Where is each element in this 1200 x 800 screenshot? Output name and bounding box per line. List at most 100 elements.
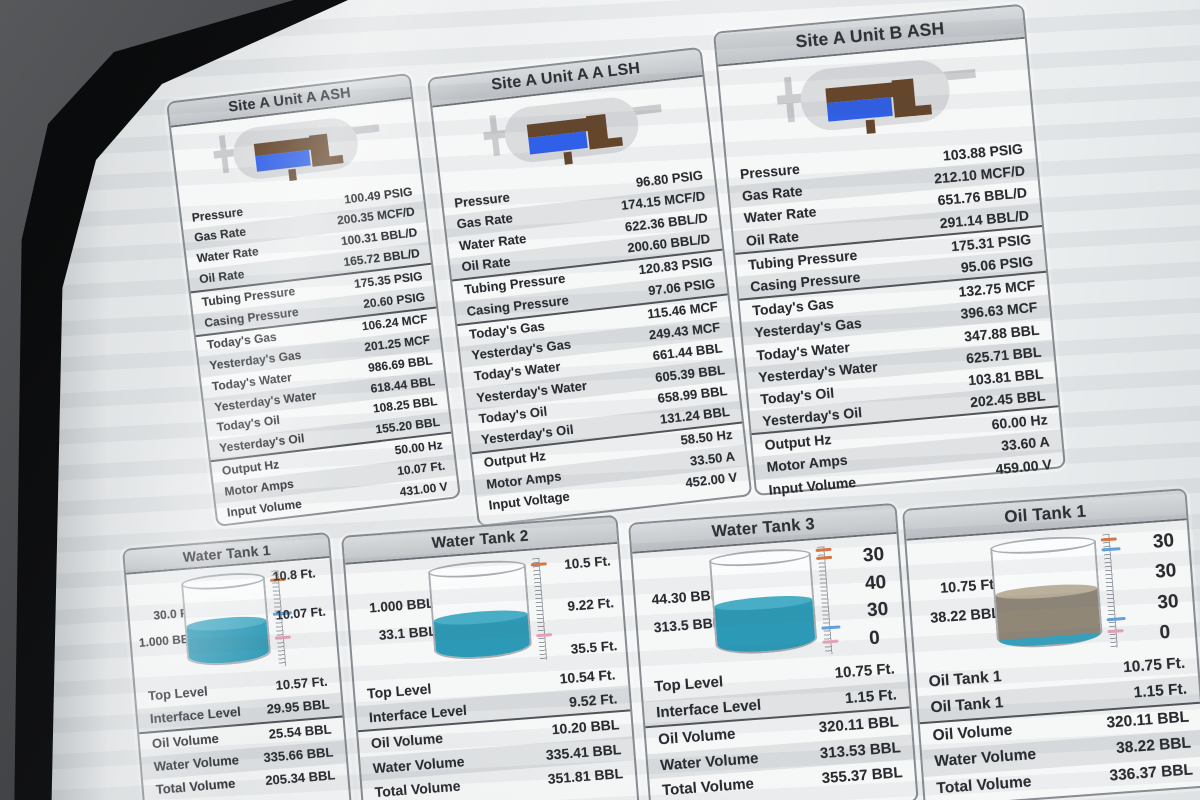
row-value: 320.11 BBL: [818, 713, 900, 737]
tank-figure: 30.0 Ft. 1.000 BBL 10.8 Ft. 10.07 Ft.: [126, 558, 338, 686]
row-value: 10.57 Ft.: [275, 673, 329, 693]
tank-right-labels: 30 30 30 0: [1152, 530, 1181, 644]
row-value: 351.81 BBL: [547, 764, 624, 787]
well-panel-site-a-unit-b-ash[interactable]: Site A Unit B ASH Pressure 103.88 PSIG G…: [713, 3, 1066, 497]
row-label: Oil Rate: [198, 266, 246, 287]
gauge-label: 30: [1156, 590, 1180, 614]
tank-liquid: [995, 587, 1101, 649]
separator-vessel-graphic: [777, 60, 977, 134]
row-value: 459.00 V: [994, 455, 1053, 477]
metrics-table: Pressure 100.49 PSIG Gas Rate 200.35 MCF…: [181, 180, 459, 524]
setpoint-marker: [821, 625, 841, 630]
level-gauge-ruler: [1100, 533, 1126, 649]
setpoint-marker: [1107, 629, 1124, 634]
tank-left-labels: 44.30 BBL 313.5 BBL: [639, 586, 722, 636]
gauge-label: 10.5 Ft.: [563, 553, 612, 572]
metrics-table: Top Level 10.54 Ft. Interface Level 9.52…: [354, 661, 636, 800]
level-gauge-ruler: [815, 545, 841, 655]
tank-panel-water-tank-3[interactable]: Water Tank 3 44.30 BBL 313.5 BBL 30 40 30 0 …: [628, 502, 919, 800]
row-label: Top Level: [366, 680, 432, 702]
setpoint-marker: [1100, 537, 1117, 542]
row-value: 29.95 BBL: [266, 696, 331, 717]
row-label: Oil Volume: [657, 725, 736, 749]
setpoint-marker: [816, 555, 833, 560]
tank-panel-oil-tank-1[interactable]: Oil Tank 1 10.75 Ft. 38.22 BBL 30 30 30 0 Oi…: [902, 488, 1200, 800]
level-gauge-ruler: [531, 557, 555, 661]
tank-panel-water-tank-1[interactable]: Water Tank 1 30.0 Ft. 1.000 BBL 10.8 Ft. 1…: [122, 531, 354, 800]
tank-graphic: [708, 545, 841, 663]
gauge-label: 30: [862, 543, 885, 567]
row-label: Oil Volume: [370, 730, 444, 752]
tank-graphic: [989, 533, 1126, 656]
tank-left-labels: 1.000 BBL 33.1 BBL: [352, 595, 437, 644]
row-value: 335.66 BBL: [262, 744, 334, 765]
setpoint-marker: [531, 562, 548, 567]
gauge-label: 0: [1158, 621, 1171, 644]
gauge-label: 35.5 Ft.: [570, 637, 618, 657]
setpoint-marker: [1101, 547, 1121, 552]
metrics-table: Pressure 96.80 PSIG Gas Rate 174.15 MCF/…: [442, 164, 749, 518]
row-label: Total Volume: [935, 772, 1032, 797]
gauge-label: 10.75 Ft.: [939, 576, 999, 597]
tank-figure: 44.30 BBL 313.5 BBL 30 40 30 0: [632, 534, 905, 676]
tank-left-labels: 10.75 Ft. 38.22 BBL: [914, 576, 1001, 627]
row-label: Total Volume: [661, 775, 755, 800]
row-label: Oil Rate: [745, 227, 800, 249]
gauge-label: 38.22 BBL: [929, 605, 1001, 627]
gauge-label: 44.30 BBL: [650, 586, 720, 608]
setpoint-marker: [1106, 616, 1126, 622]
tank-right-labels: 30 40 30 0: [862, 543, 891, 650]
setpoint-marker: [822, 639, 839, 644]
gauge-label: 30: [866, 599, 890, 622]
row-value: 313.53 BBL: [819, 738, 902, 762]
row-value: 452.00 V: [684, 469, 738, 491]
gauge-label: 10.8 Ft.: [272, 566, 317, 584]
row-label: Oil Tank 1: [930, 694, 1005, 717]
row-value: 33.50 A: [689, 448, 736, 469]
tank-right-labels: 10.8 Ft. 10.07 Ft.: [272, 566, 330, 665]
tank-panel-water-tank-2[interactable]: Water Tank 2 1.000 BBL 33.1 BBL 10.5 Ft. 9…: [341, 514, 641, 800]
row-value: 320.11 BBL: [1105, 708, 1190, 732]
metrics-table: Pressure 103.88 PSIG Gas Rate 212.10 MCF…: [727, 136, 1064, 501]
tank-liquid: [434, 614, 531, 660]
tank-graphic: [427, 557, 555, 668]
row-label: Top Level: [653, 673, 724, 696]
gauge-label: 9.22 Ft.: [566, 595, 615, 615]
row-value: 25.54 BBL: [268, 721, 333, 742]
metrics-table: Top Level 10.57 Ft. Interface Level 29.9…: [135, 670, 348, 800]
gauge-label: 30: [1154, 560, 1178, 583]
row-value: 33.60 A: [1000, 433, 1051, 454]
row-label: Oil Volume: [932, 721, 1013, 745]
row-value: 355.37 BBL: [821, 764, 904, 788]
row-label: Total Volume: [374, 777, 461, 800]
row-label: Total Volume: [155, 775, 236, 797]
tank-figure: 10.75 Ft. 38.22 BBL 30 30 30 0: [906, 520, 1196, 670]
well-panel-site-a-unit-a-a-lsh[interactable]: Site A Unit A A LSH Pressure 96.80 PSIG …: [427, 46, 753, 528]
row-value: 1.15 Ft.: [1133, 680, 1188, 702]
setpoint-marker: [815, 547, 832, 552]
row-value: 1.15 Ft.: [844, 685, 898, 707]
gauge-label: 10.07 Ft.: [275, 604, 327, 623]
gauge-label: 313.5 BBL: [653, 614, 722, 636]
row-value: 10.75 Ft.: [834, 660, 896, 682]
metrics-table: Oil Tank 1 10.75 Ft. Oil Tank 1 1.15 Ft.…: [916, 650, 1200, 800]
gauge-label: 33.1 BBL: [378, 622, 437, 643]
row-value: 9.52 Ft.: [568, 690, 618, 711]
row-value: 60.00 Hz: [990, 411, 1049, 433]
row-value: 10.75 Ft.: [1122, 654, 1186, 677]
row-label: Oil Tank 1: [928, 668, 1003, 691]
row-value: 38.22 BBL: [1115, 734, 1192, 758]
well-panel-site-a-unit-a-ash[interactable]: Site A Unit A ASH Pressure 100.49 PSIG G…: [166, 72, 461, 527]
row-label: Top Level: [147, 683, 209, 704]
row-value: 10.20 BBL: [551, 716, 620, 738]
tank-figure: 1.000 BBL 33.1 BBL 10.5 Ft. 9.22 Ft. 35.5 F…: [345, 544, 626, 683]
gauge-label: 0: [868, 627, 881, 650]
gauge-label: 1.000 BBL: [368, 595, 435, 616]
tank-right-labels: 10.5 Ft. 9.22 Ft. 35.5 Ft.: [563, 553, 618, 657]
row-value: 335.41 BBL: [545, 740, 622, 763]
row-value: 336.37 BBL: [1108, 760, 1194, 785]
row-value: 205.34 BBL: [264, 766, 336, 788]
gauge-label: 40: [864, 571, 887, 595]
gauge-label: 30: [1152, 530, 1175, 553]
row-value: 10.54 Ft.: [558, 666, 617, 687]
